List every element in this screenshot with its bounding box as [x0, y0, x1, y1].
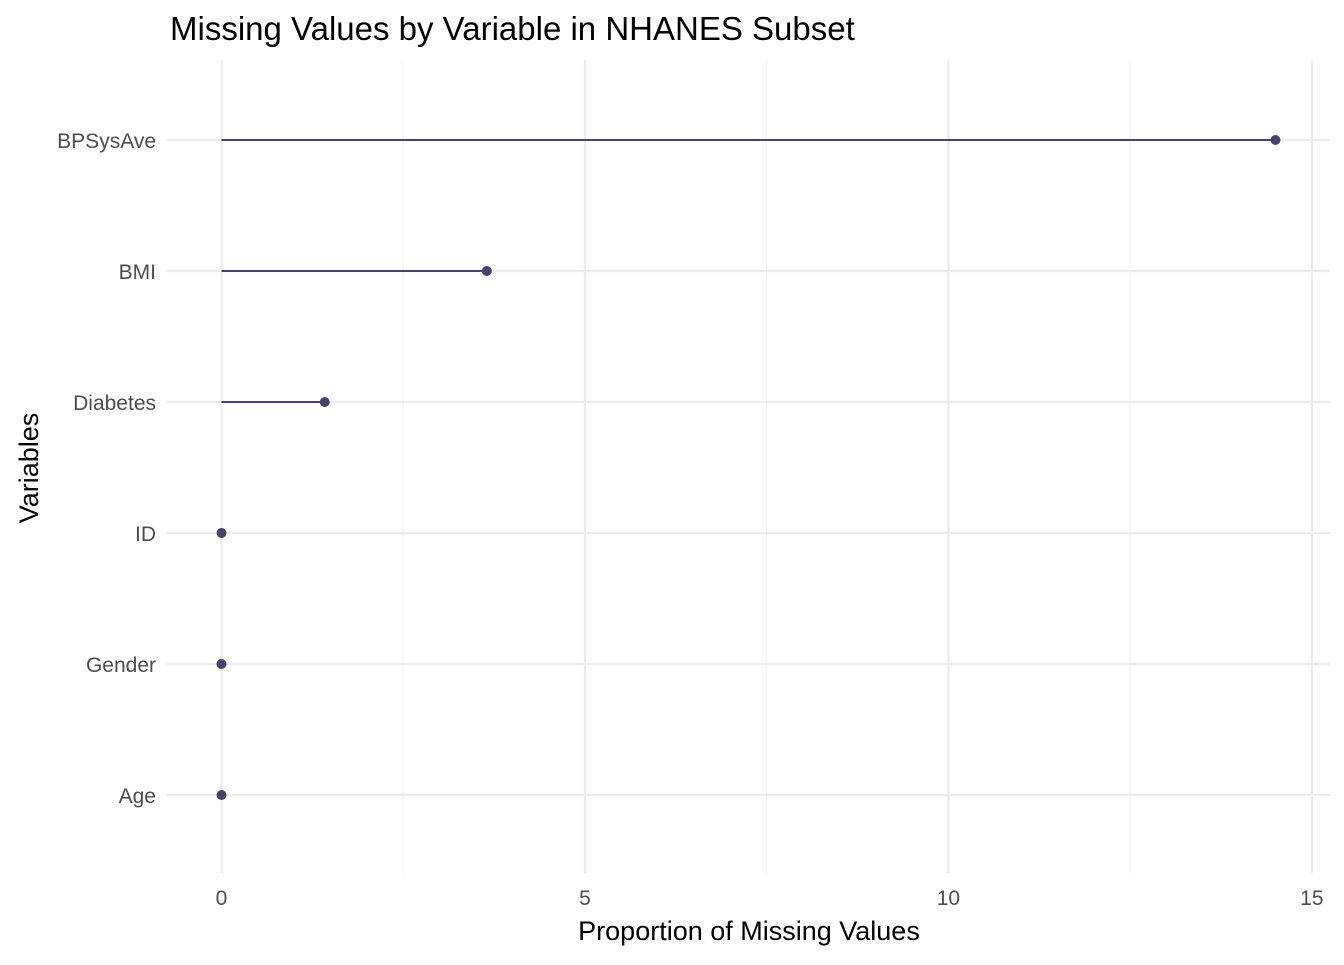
x-tick-label: 0 [216, 887, 228, 910]
x-axis-title: Proportion of Missing Values [578, 916, 920, 946]
y-axis-title: Variables [14, 413, 44, 524]
y-tick-label: BPSysAve [57, 130, 156, 153]
y-tick-label: ID [135, 523, 156, 546]
marks-layer [216, 135, 1281, 800]
data-point [481, 266, 492, 276]
data-point [216, 528, 227, 538]
data-point [216, 790, 227, 800]
y-tick-label: Diabetes [73, 392, 156, 415]
y-tick-label: BMI [119, 261, 156, 284]
x-tick-label: 10 [937, 887, 960, 910]
y-tick-label: Gender [86, 654, 156, 677]
y-tick-label: Age [119, 785, 156, 808]
chart-title: Missing Values by Variable in NHANES Sub… [170, 10, 855, 47]
x-tick-label: 15 [1300, 887, 1323, 910]
data-point [1270, 135, 1281, 145]
data-point [319, 397, 330, 407]
labels-layer: BPSysAve BMI Diabetes ID Gender Age 0 5 10 15 [57, 130, 1323, 910]
grid-layer [167, 60, 1330, 873]
data-point [216, 659, 227, 669]
x-tick-label: 5 [579, 887, 591, 910]
